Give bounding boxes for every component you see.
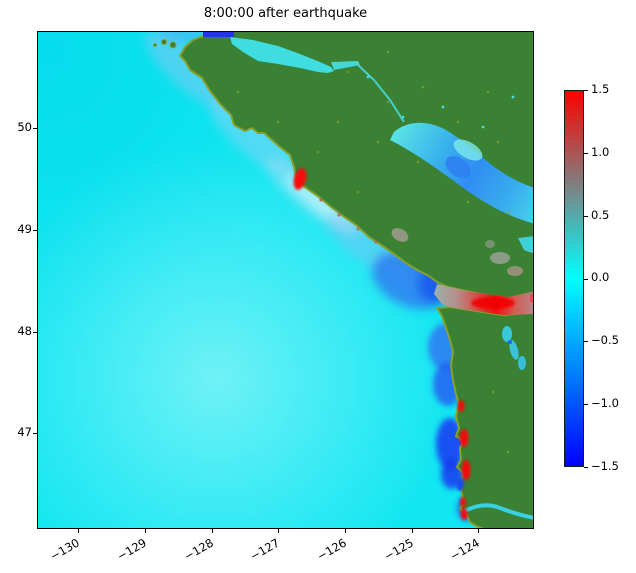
plot-title: 8:00:00 after earthquake [203, 6, 368, 21]
colorbar-tick-label: 0.0 [591, 270, 610, 284]
heatmap-canvas [38, 32, 533, 528]
colorbar-tick-mark [584, 341, 588, 342]
gray-value-patches [391, 228, 523, 276]
colorbar-tick-mark [584, 153, 588, 154]
islands-and-speckles [153, 39, 515, 454]
colorbar [564, 90, 584, 467]
y-tick-mark [33, 433, 37, 434]
y-tick-label: 48 [17, 324, 32, 338]
colorbar-tick-mark [584, 404, 588, 405]
y-tick-label: 50 [17, 120, 32, 134]
queen-charlotte-strait [230, 37, 334, 73]
x-tick-label: −130 [47, 535, 82, 564]
boundary-bay-water [518, 236, 533, 254]
x-tick-label: −129 [114, 535, 149, 564]
colorbar-tick-mark [584, 279, 588, 280]
puget-sound [502, 326, 526, 370]
colorbar-tick-mark [584, 467, 588, 468]
johnstone-strait [357, 64, 405, 123]
x-tick-label: −126 [314, 535, 349, 564]
inland-waterways [203, 32, 533, 520]
estuary-crests [457, 400, 471, 520]
colorbar-tick-label: −1.0 [591, 396, 619, 410]
x-tick-mark [412, 529, 413, 533]
juan-de-fuca-crest-core [471, 297, 515, 309]
colorbar-tick-label: 1.5 [591, 82, 610, 96]
x-tick-label: −124 [447, 535, 482, 564]
vancouver-island-coast-crest [293, 168, 307, 190]
y-tick-mark [33, 128, 37, 129]
colorbar-tick-mark [584, 90, 588, 91]
columbia-river [463, 503, 533, 520]
x-tick-mark [345, 529, 346, 533]
colorbar-tick-label: −0.5 [591, 333, 619, 347]
north-edge-trough [203, 32, 234, 37]
x-tick-mark [478, 529, 479, 533]
strait-arm [331, 61, 360, 70]
x-tick-mark [78, 529, 79, 533]
colorbar-tick-label: −1.5 [591, 459, 619, 473]
colorbar-tick-label: 0.5 [591, 208, 610, 222]
y-tick-mark [33, 230, 37, 231]
colorbar-tick-label: 1.0 [591, 145, 610, 159]
map-plot-area [37, 31, 534, 529]
y-tick-mark [33, 332, 37, 333]
georgia-strait-trough [445, 156, 471, 178]
colorbar-tick-mark [584, 216, 588, 217]
x-tick-label: −128 [181, 535, 216, 564]
x-tick-label: −127 [247, 535, 282, 564]
coast-trough-spot [456, 477, 464, 491]
wave-crests [293, 168, 533, 520]
x-tick-label: −125 [381, 535, 416, 564]
y-tick-label: 49 [17, 222, 32, 236]
x-tick-mark [278, 529, 279, 533]
land-vancouver-island-and-mainland [179, 32, 533, 301]
edge-crest-pixel [530, 294, 533, 302]
land-olympic-peninsula-washington [436, 306, 533, 528]
x-tick-mark [145, 529, 146, 533]
y-tick-label: 47 [17, 425, 32, 439]
x-tick-mark [212, 529, 213, 533]
desolation-sound-water [453, 139, 483, 161]
